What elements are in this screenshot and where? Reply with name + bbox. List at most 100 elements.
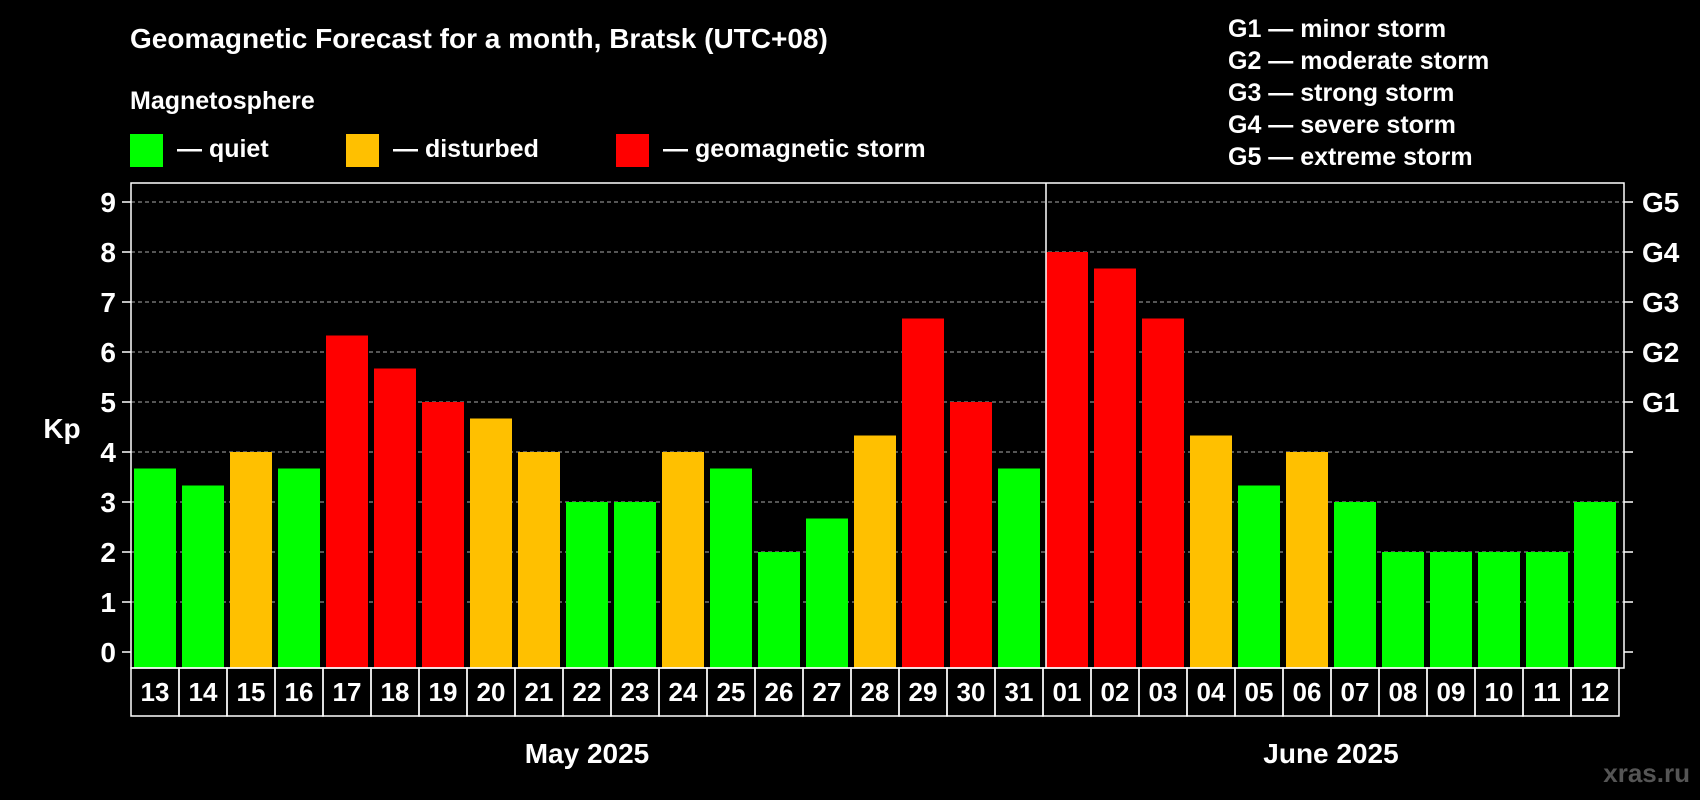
x-tick-label: 03	[1149, 677, 1178, 707]
y-tick-label: 7	[100, 287, 116, 318]
bar-31	[998, 468, 1040, 668]
bar-19	[422, 402, 464, 668]
y-tick-label: 3	[100, 487, 116, 518]
x-tick-label: 11	[1533, 677, 1561, 707]
bar-20	[470, 418, 512, 668]
bar-16	[278, 468, 320, 668]
bar-11	[1526, 552, 1568, 668]
bar-23	[614, 502, 656, 668]
bar-03	[1142, 318, 1184, 668]
bar-26	[758, 552, 800, 668]
x-tick-label: 06	[1293, 677, 1322, 707]
g-axis: G1 G2 G3 G4 G5	[1642, 187, 1680, 418]
bar-30	[950, 402, 992, 668]
bar-24	[662, 452, 704, 668]
g-legend-item: G2 — moderate storm	[1228, 47, 1489, 75]
legend-swatch-storm	[616, 134, 649, 167]
x-tick-label: 04	[1197, 677, 1226, 707]
x-tick-label: 07	[1341, 677, 1370, 707]
x-tick-label: 26	[765, 677, 794, 707]
bar-02	[1094, 268, 1136, 668]
g-legend-item: G5 — extreme storm	[1228, 143, 1473, 171]
x-tick-label: 14	[189, 677, 218, 707]
legend-label-disturbed: — disturbed	[393, 135, 539, 163]
x-tick-label: 19	[429, 677, 458, 707]
bar-08	[1382, 552, 1424, 668]
month-label: June 2025	[1263, 738, 1398, 769]
x-tick-label: 05	[1245, 677, 1274, 707]
g-axis-label: G1	[1642, 387, 1679, 418]
x-tick-label: 01	[1053, 677, 1082, 707]
x-tick-label: 27	[813, 677, 842, 707]
bar-05	[1238, 485, 1280, 668]
bar-12	[1574, 502, 1616, 668]
g-legend-item: G3 — strong storm	[1228, 79, 1454, 107]
legend-heading: Magnetosphere	[130, 87, 315, 115]
x-tick-label: 08	[1389, 677, 1418, 707]
bar-17	[326, 335, 368, 668]
status-legend: — quiet — disturbed — geomagnetic storm	[130, 134, 926, 167]
month-label: May 2025	[525, 738, 650, 769]
bar-06	[1286, 452, 1328, 668]
g-axis-label: G2	[1642, 337, 1679, 368]
x-tick-label: 02	[1101, 677, 1130, 707]
x-tick-label: 31	[1005, 677, 1034, 707]
bars	[134, 252, 1616, 668]
y-tick-label: 9	[100, 187, 116, 218]
bar-13	[134, 468, 176, 668]
x-tick-label: 13	[141, 677, 170, 707]
y-tick-label: 8	[100, 237, 116, 268]
bar-25	[710, 468, 752, 668]
legend-label-quiet: — quiet	[177, 135, 269, 163]
y-tick-label: 6	[100, 337, 116, 368]
x-tick-label: 21	[525, 677, 554, 707]
bar-22	[566, 502, 608, 668]
x-tick-label: 30	[957, 677, 986, 707]
bar-14	[182, 485, 224, 668]
y-axis: 0 1 2 3 4 5 6 7 8 9	[100, 187, 1633, 668]
bar-29	[902, 318, 944, 668]
x-tick-label: 17	[333, 677, 362, 707]
bar-09	[1430, 552, 1472, 668]
legend-label-storm: — geomagnetic storm	[663, 135, 926, 163]
g-axis-label: G5	[1642, 187, 1679, 218]
bar-18	[374, 368, 416, 668]
x-tick-label: 22	[573, 677, 602, 707]
x-tick-label: 15	[237, 677, 266, 707]
x-tick-label: 25	[717, 677, 746, 707]
x-tick-label: 16	[285, 677, 314, 707]
g-legend-item: G4 — severe storm	[1228, 111, 1456, 139]
y-tick-label: 4	[100, 437, 116, 468]
x-tick-cell	[1570, 667, 1620, 717]
watermark: xras.ru	[1603, 758, 1690, 788]
chart-title: Geomagnetic Forecast for a month, Bratsk…	[130, 23, 828, 54]
bar-15	[230, 452, 272, 668]
x-tick-label: 09	[1437, 677, 1466, 707]
legend-swatch-disturbed	[346, 134, 379, 167]
x-tick-label: 12	[1581, 677, 1610, 707]
x-tick-label: 20	[477, 677, 506, 707]
month-labels: May 2025 June 2025	[525, 738, 1399, 769]
bar-28	[854, 435, 896, 668]
g-scale-legend: G1 — minor storm G2 — moderate storm G3 — …	[1228, 15, 1489, 171]
g-legend-item: G1 — minor storm	[1228, 15, 1446, 43]
bar-01	[1046, 252, 1088, 668]
y-axis-label: Kp	[43, 413, 80, 444]
y-tick-label: 1	[100, 587, 116, 618]
x-tick-label: 10	[1485, 677, 1514, 707]
bar-04	[1190, 435, 1232, 668]
legend-swatch-quiet	[130, 134, 163, 167]
y-tick-label: 5	[100, 387, 116, 418]
x-tick-label: 24	[669, 677, 698, 707]
x-axis: 13 14 15 16 17 18 19 20 21 22 23 24 25 26 27 28 29 30 31 01…	[130, 667, 1620, 717]
g-axis-label: G3	[1642, 287, 1679, 318]
g-axis-label: G4	[1642, 237, 1680, 268]
y-tick-label: 2	[100, 537, 116, 568]
x-tick-label: 29	[909, 677, 938, 707]
y-tick-label: 0	[100, 637, 116, 668]
x-tick-label: 18	[381, 677, 410, 707]
bar-07	[1334, 502, 1376, 668]
bar-21	[518, 452, 560, 668]
bar-10	[1478, 552, 1520, 668]
